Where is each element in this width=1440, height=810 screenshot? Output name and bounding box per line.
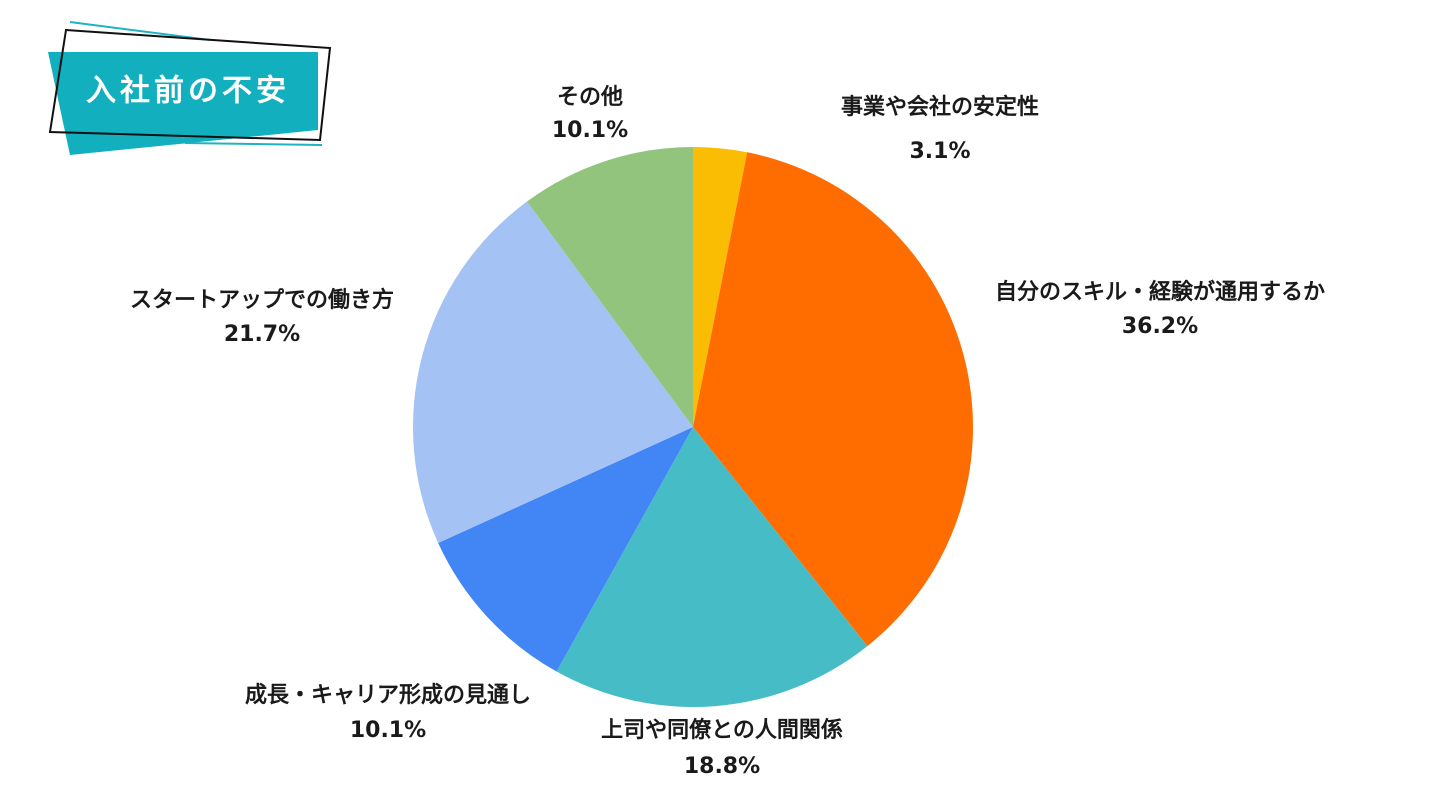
slice-label: 事業や会社の安定性	[841, 94, 1039, 120]
decor-line	[184, 142, 323, 146]
slice-value-label: 10.1%	[552, 118, 628, 143]
title-badge: 入社前の不安	[48, 21, 332, 155]
slice-label: スタートアップでの働き方	[130, 287, 394, 313]
slice-value-label: 10.1%	[350, 718, 426, 743]
slice-label: 上司や同僚との人間関係	[601, 717, 843, 743]
slice-label: 成長・キャリア形成の見通し	[245, 683, 531, 708]
title-frame	[48, 28, 332, 142]
slice-label: その他	[557, 85, 623, 110]
pie-slice	[438, 427, 693, 672]
slice-value-label: 18.8%	[684, 754, 760, 779]
slice-value-label: 3.1%	[909, 139, 970, 164]
title-box	[48, 52, 318, 155]
slice-value-label: 21.7%	[224, 322, 300, 347]
chart-title: 入社前の不安	[86, 74, 290, 109]
pie-slice	[693, 147, 748, 427]
slice-value-label: 36.2%	[1122, 314, 1198, 339]
pie-slice	[527, 147, 693, 427]
slice-label: 自分のスキル・経験が通用するか	[995, 279, 1325, 305]
pie-slice	[556, 427, 868, 707]
pie-slice	[693, 152, 973, 647]
decor-line	[69, 21, 211, 41]
pie-slice	[413, 201, 693, 544]
